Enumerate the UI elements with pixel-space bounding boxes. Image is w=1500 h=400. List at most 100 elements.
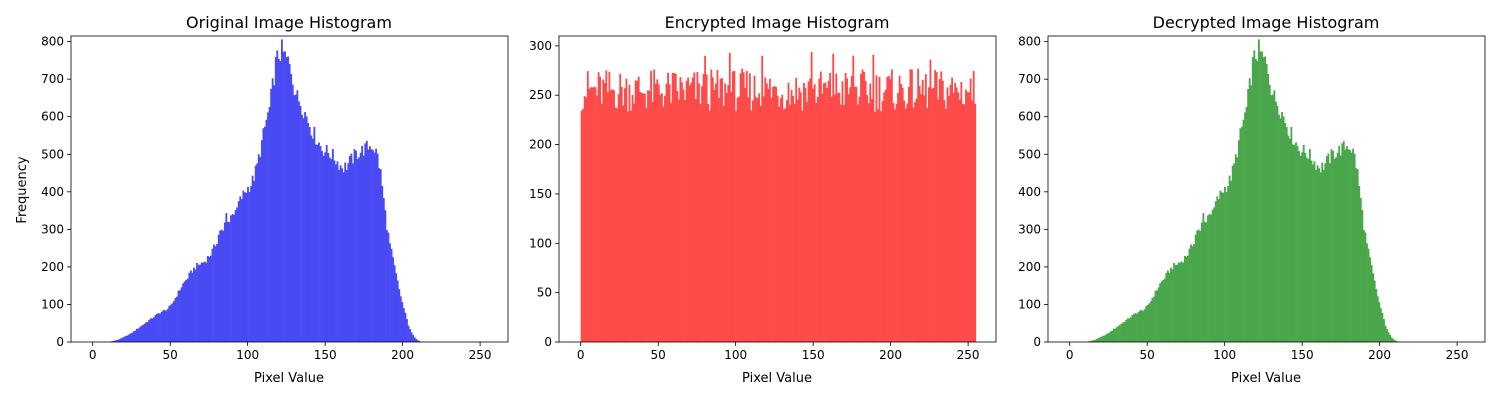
- histogram-bar: [1270, 95, 1273, 342]
- histogram-bar: [631, 94, 634, 342]
- histogram-bar: [319, 146, 322, 342]
- histogram-bar: [770, 97, 773, 342]
- histogram-bar: [881, 100, 884, 342]
- histogram-bar: [708, 110, 711, 342]
- histogram-bar: [1290, 126, 1293, 342]
- histogram-bar: [416, 340, 419, 342]
- histogram-bar: [1145, 306, 1148, 342]
- histogram-bar: [857, 104, 859, 343]
- y-tick-label: 400: [1018, 185, 1041, 199]
- histogram-bar: [183, 281, 186, 342]
- histogram-bar: [648, 90, 651, 342]
- histogram-bar: [228, 222, 231, 342]
- histogram-bar: [787, 82, 790, 342]
- histogram-bar: [872, 54, 875, 342]
- histogram-bar: [960, 82, 963, 342]
- histogram-bar: [784, 108, 787, 342]
- histogram-bar: [1296, 146, 1299, 342]
- histogram-bar: [586, 71, 589, 343]
- histogram-bar: [966, 92, 969, 342]
- histogram-bar: [1160, 281, 1163, 342]
- histogram-bar: [1219, 190, 1222, 342]
- histogram-bar: [382, 197, 385, 342]
- histogram-bar: [160, 311, 163, 342]
- histogram-bar: [251, 175, 254, 342]
- histogram-bar: [790, 89, 793, 342]
- histogram-bar: [194, 269, 197, 342]
- histogram-bar: [1225, 191, 1228, 342]
- histogram-bar: [1333, 158, 1336, 342]
- subplot-original: Original Image Histogram Pixel Value Fre…: [15, 13, 392, 386]
- histogram-bar: [589, 87, 592, 342]
- histogram-bar: [410, 332, 413, 342]
- histogram-bar: [327, 152, 330, 342]
- histogram-bar: [606, 92, 609, 343]
- histogram-bar: [1166, 270, 1169, 342]
- histogram-bar: [722, 105, 725, 342]
- histogram-bar: [605, 70, 608, 343]
- histogram-bar: [1256, 61, 1259, 342]
- histogram-bar: [691, 77, 694, 343]
- histogram-bar: [120, 338, 123, 342]
- histogram-bar: [676, 90, 679, 342]
- histogram-bar: [897, 93, 899, 343]
- histogram-bar: [1265, 64, 1268, 342]
- histogram-bar: [353, 149, 356, 342]
- histogram-bar: [917, 68, 920, 342]
- histogram-bar: [773, 85, 776, 343]
- histogram-bar: [914, 101, 916, 342]
- histogram-bar: [233, 214, 235, 342]
- histogram-bar: [1139, 310, 1141, 342]
- histogram-bar: [131, 332, 134, 342]
- histogram-bar: [1378, 302, 1381, 342]
- histogram-bar: [961, 104, 964, 342]
- x-tick-label: 250: [957, 348, 980, 362]
- histogram-bar: [677, 99, 680, 342]
- histogram-bar: [938, 79, 941, 343]
- plot-area-original: 0 50 100 150 200 250 0 100 200 300 400 500 600 700 800: [41, 35, 509, 362]
- histogram-bar: [582, 108, 585, 342]
- histogram-bar: [1120, 323, 1123, 342]
- histogram-bar: [112, 340, 115, 342]
- histogram-bar: [965, 89, 967, 342]
- histogram-bar: [1393, 340, 1396, 342]
- histogram-bar: [1237, 140, 1240, 342]
- histogram-bar: [844, 73, 847, 343]
- histogram-bar: [769, 78, 771, 342]
- histogram-bar: [833, 94, 836, 342]
- histogram-bar: [651, 101, 654, 343]
- histogram-bar: [1089, 340, 1092, 342]
- histogram-bar: [1372, 273, 1375, 342]
- histogram-bar: [733, 71, 736, 342]
- histogram-bar: [260, 140, 263, 342]
- histogram-bar: [135, 328, 138, 342]
- histogram-bar: [1202, 213, 1205, 342]
- histogram-bar: [957, 92, 960, 343]
- histogram-bar: [727, 84, 730, 343]
- histogram-bar: [239, 196, 242, 342]
- histogram-bar: [877, 109, 879, 342]
- histogram-bar: [642, 93, 645, 342]
- histogram-bar: [1376, 296, 1379, 342]
- histogram-bar: [730, 91, 733, 343]
- histogram-bar: [157, 313, 160, 342]
- histogram-bar: [898, 75, 901, 342]
- histogram-bar: [1330, 149, 1333, 342]
- histogram-bar: [163, 309, 166, 342]
- histogram-bar: [617, 94, 620, 342]
- histogram-bar: [1102, 335, 1104, 342]
- histogram-bar: [1117, 325, 1120, 342]
- histogram-bar: [599, 76, 602, 342]
- histogram-bar: [767, 88, 770, 342]
- histogram-bar: [826, 88, 828, 342]
- histogram-bar: [943, 100, 946, 342]
- histogram-bar: [344, 162, 347, 342]
- histogram-bar: [755, 97, 757, 342]
- y-tick-label: 0: [1033, 335, 1041, 349]
- histogram-bar: [625, 78, 628, 342]
- histogram-bar: [1352, 148, 1355, 342]
- histogram-bar: [684, 100, 686, 342]
- histogram-bar: [752, 100, 754, 343]
- histogram-bar: [1395, 340, 1398, 342]
- histogram-bar: [1233, 163, 1236, 342]
